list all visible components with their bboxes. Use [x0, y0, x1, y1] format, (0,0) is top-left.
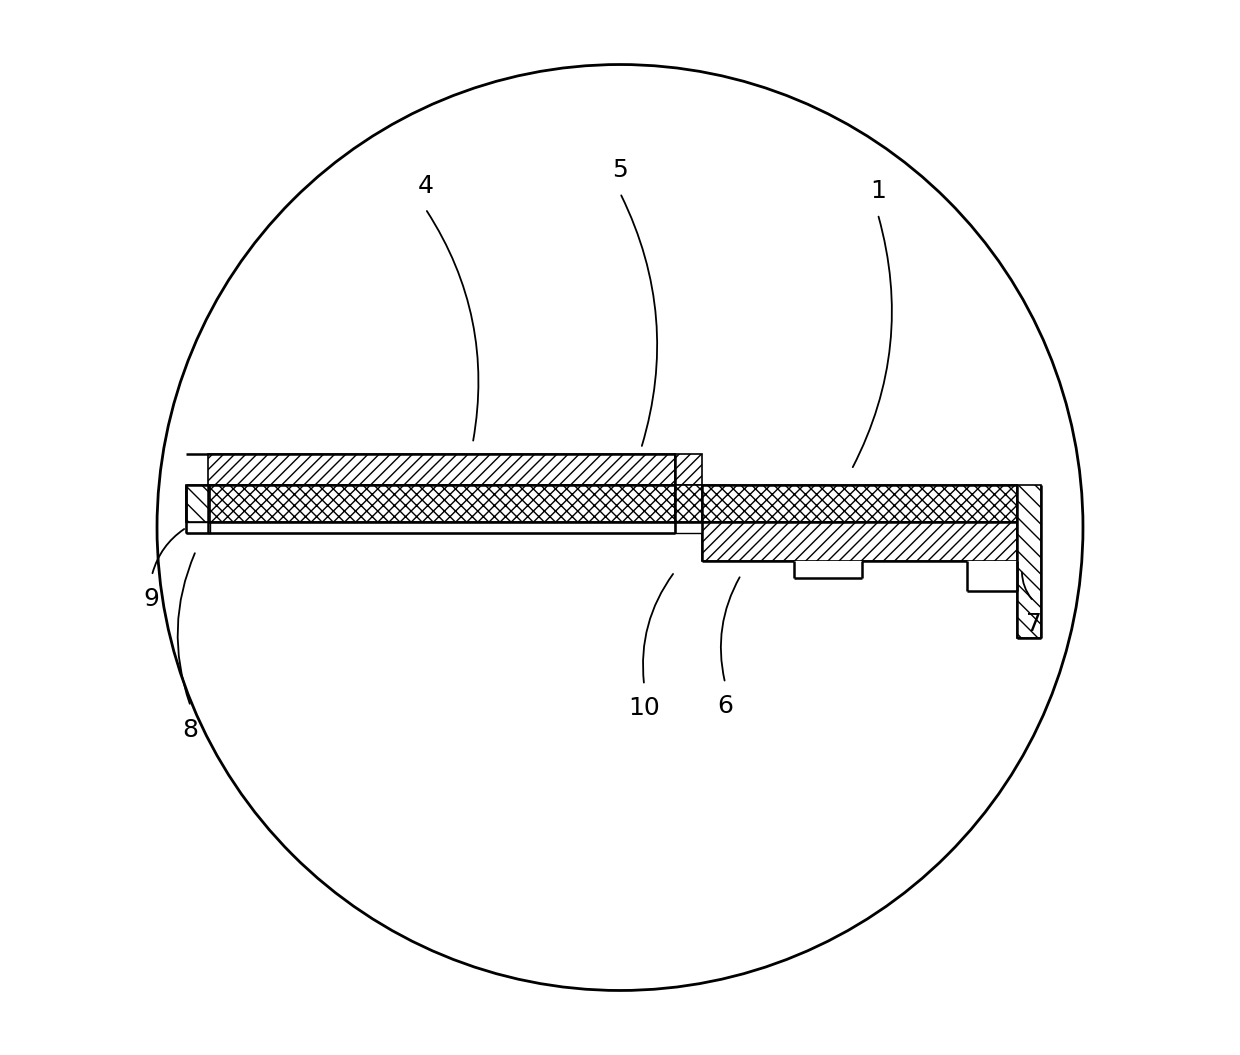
Bar	[186, 522, 210, 533]
Bar	[675, 454, 702, 485]
Text: 7: 7	[1025, 612, 1042, 636]
Text: 4: 4	[418, 173, 433, 197]
Bar	[675, 522, 702, 533]
Text: 9: 9	[144, 587, 160, 611]
Text: 10: 10	[629, 696, 660, 721]
Bar	[207, 454, 675, 485]
Text: 1: 1	[869, 178, 885, 203]
Bar	[207, 485, 675, 522]
Bar	[702, 522, 1017, 561]
Bar	[794, 561, 862, 578]
Text: 6: 6	[717, 694, 733, 718]
Text: 5: 5	[613, 158, 627, 181]
Text: 8: 8	[182, 717, 198, 742]
Bar	[1017, 485, 1040, 638]
Bar	[675, 485, 702, 522]
Bar	[967, 561, 1017, 591]
Bar	[186, 485, 210, 522]
Bar	[207, 522, 675, 533]
Bar	[702, 485, 1017, 522]
